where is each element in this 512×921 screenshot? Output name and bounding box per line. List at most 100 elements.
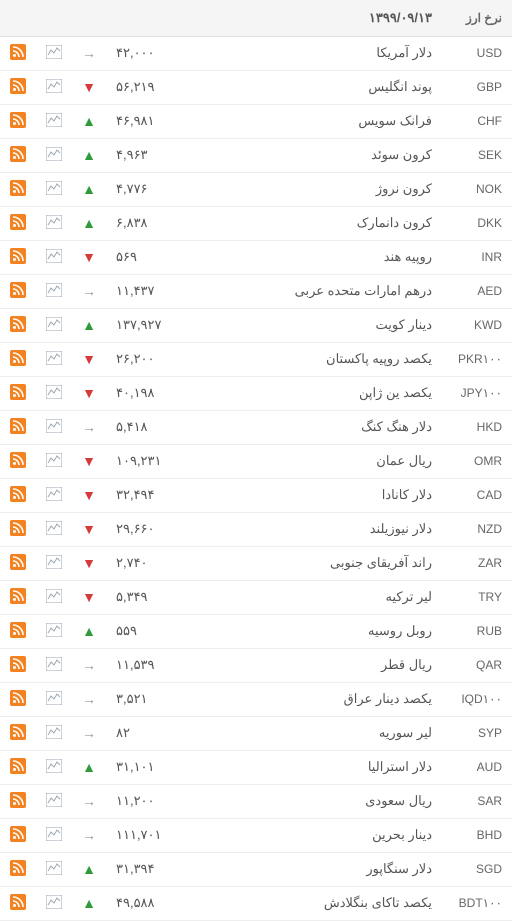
trend-cell: ▼: [72, 580, 106, 614]
chart-icon[interactable]: [46, 453, 62, 467]
table-row: SYPلیر سوریه۸۲→: [0, 716, 512, 750]
rss-icon[interactable]: [10, 214, 26, 230]
trend-cell: ▲: [72, 750, 106, 784]
rss-icon[interactable]: [10, 588, 26, 604]
rss-cell: [0, 682, 36, 716]
rss-cell: [0, 614, 36, 648]
arrow-down-icon: ▼: [82, 249, 96, 265]
trend-cell: →: [72, 648, 106, 682]
chart-icon[interactable]: [46, 351, 62, 365]
currency-code: SAR: [442, 784, 512, 818]
chart-icon[interactable]: [46, 725, 62, 739]
currency-code: DKK: [442, 206, 512, 240]
currency-code: USD: [442, 36, 512, 70]
chart-icon[interactable]: [46, 861, 62, 875]
chart-icon[interactable]: [46, 181, 62, 195]
rss-icon[interactable]: [10, 520, 26, 536]
rss-icon[interactable]: [10, 350, 26, 366]
trend-cell: ▲: [72, 206, 106, 240]
chart-icon[interactable]: [46, 657, 62, 671]
rss-icon[interactable]: [10, 724, 26, 740]
chart-icon[interactable]: [46, 487, 62, 501]
currency-name: ریال قطر: [186, 648, 442, 682]
trend-cell: ▲: [72, 886, 106, 920]
table-row: QARریال قطر۱۱,۵۳۹→: [0, 648, 512, 682]
chart-cell: [36, 410, 72, 444]
chart-cell: [36, 580, 72, 614]
trend-cell: ▲: [72, 172, 106, 206]
chart-icon[interactable]: [46, 827, 62, 841]
trend-cell: →: [72, 682, 106, 716]
currency-name: دینار کویت: [186, 308, 442, 342]
chart-icon[interactable]: [46, 555, 62, 569]
rss-icon[interactable]: [10, 112, 26, 128]
header-currency-label: نرخ ارز: [442, 0, 512, 36]
table-row: AUDدلار استرالیا۳۱,۱۰۱▲: [0, 750, 512, 784]
header-date: ۱۳۹۹/۰۹/۱۳: [186, 0, 442, 36]
chart-icon[interactable]: [46, 317, 62, 331]
rss-cell: [0, 274, 36, 308]
chart-icon[interactable]: [46, 385, 62, 399]
chart-icon[interactable]: [46, 623, 62, 637]
rss-cell: [0, 70, 36, 104]
chart-icon[interactable]: [46, 45, 62, 59]
rss-icon[interactable]: [10, 418, 26, 434]
currency-rate: ۳۲,۴۹۴: [106, 478, 186, 512]
chart-icon[interactable]: [46, 589, 62, 603]
rss-icon[interactable]: [10, 316, 26, 332]
chart-icon[interactable]: [46, 793, 62, 807]
chart-cell: [36, 648, 72, 682]
chart-cell: [36, 206, 72, 240]
rss-icon[interactable]: [10, 792, 26, 808]
chart-icon[interactable]: [46, 79, 62, 93]
currency-rate: ۱۳۷,۹۲۷: [106, 308, 186, 342]
rss-icon[interactable]: [10, 894, 26, 910]
chart-icon[interactable]: [46, 895, 62, 909]
rss-icon[interactable]: [10, 180, 26, 196]
arrow-down-icon: ▼: [82, 487, 96, 503]
rss-icon[interactable]: [10, 690, 26, 706]
chart-icon[interactable]: [46, 691, 62, 705]
rss-icon[interactable]: [10, 248, 26, 264]
currency-code: BHD: [442, 818, 512, 852]
chart-cell: [36, 546, 72, 580]
currency-rate: ۴۹,۵۸۸: [106, 886, 186, 920]
chart-icon[interactable]: [46, 113, 62, 127]
rss-icon[interactable]: [10, 282, 26, 298]
rss-icon[interactable]: [10, 826, 26, 842]
rss-icon[interactable]: [10, 758, 26, 774]
arrow-down-icon: ▼: [82, 79, 96, 95]
chart-icon[interactable]: [46, 419, 62, 433]
rss-icon[interactable]: [10, 656, 26, 672]
rss-cell: [0, 240, 36, 274]
rss-icon[interactable]: [10, 384, 26, 400]
rss-icon[interactable]: [10, 452, 26, 468]
rss-icon[interactable]: [10, 554, 26, 570]
chart-icon[interactable]: [46, 283, 62, 297]
trend-cell: →: [72, 410, 106, 444]
currency-name: کرون نروژ: [186, 172, 442, 206]
currency-rate: ۵۶,۲۱۹: [106, 70, 186, 104]
rss-icon[interactable]: [10, 146, 26, 162]
chart-icon[interactable]: [46, 521, 62, 535]
currency-code: AED: [442, 274, 512, 308]
rss-icon[interactable]: [10, 44, 26, 60]
chart-cell: [36, 172, 72, 206]
chart-icon[interactable]: [46, 249, 62, 263]
rss-icon[interactable]: [10, 78, 26, 94]
chart-icon[interactable]: [46, 759, 62, 773]
arrow-up-icon: ▲: [82, 147, 96, 163]
chart-icon[interactable]: [46, 215, 62, 229]
table-row: DKKکرون دانمارک۶,۸۳۸▲: [0, 206, 512, 240]
table-row: HKDدلار هنگ کنگ۵,۴۱۸→: [0, 410, 512, 444]
trend-cell: ▼: [72, 376, 106, 410]
currency-name: دلار آمریکا: [186, 36, 442, 70]
rss-icon[interactable]: [10, 622, 26, 638]
rss-icon[interactable]: [10, 486, 26, 502]
currency-rate: ۴۲,۰۰۰: [106, 36, 186, 70]
rss-cell: [0, 716, 36, 750]
chart-icon[interactable]: [46, 147, 62, 161]
rss-icon[interactable]: [10, 860, 26, 876]
chart-cell: [36, 852, 72, 886]
currency-name: دلار استرالیا: [186, 750, 442, 784]
